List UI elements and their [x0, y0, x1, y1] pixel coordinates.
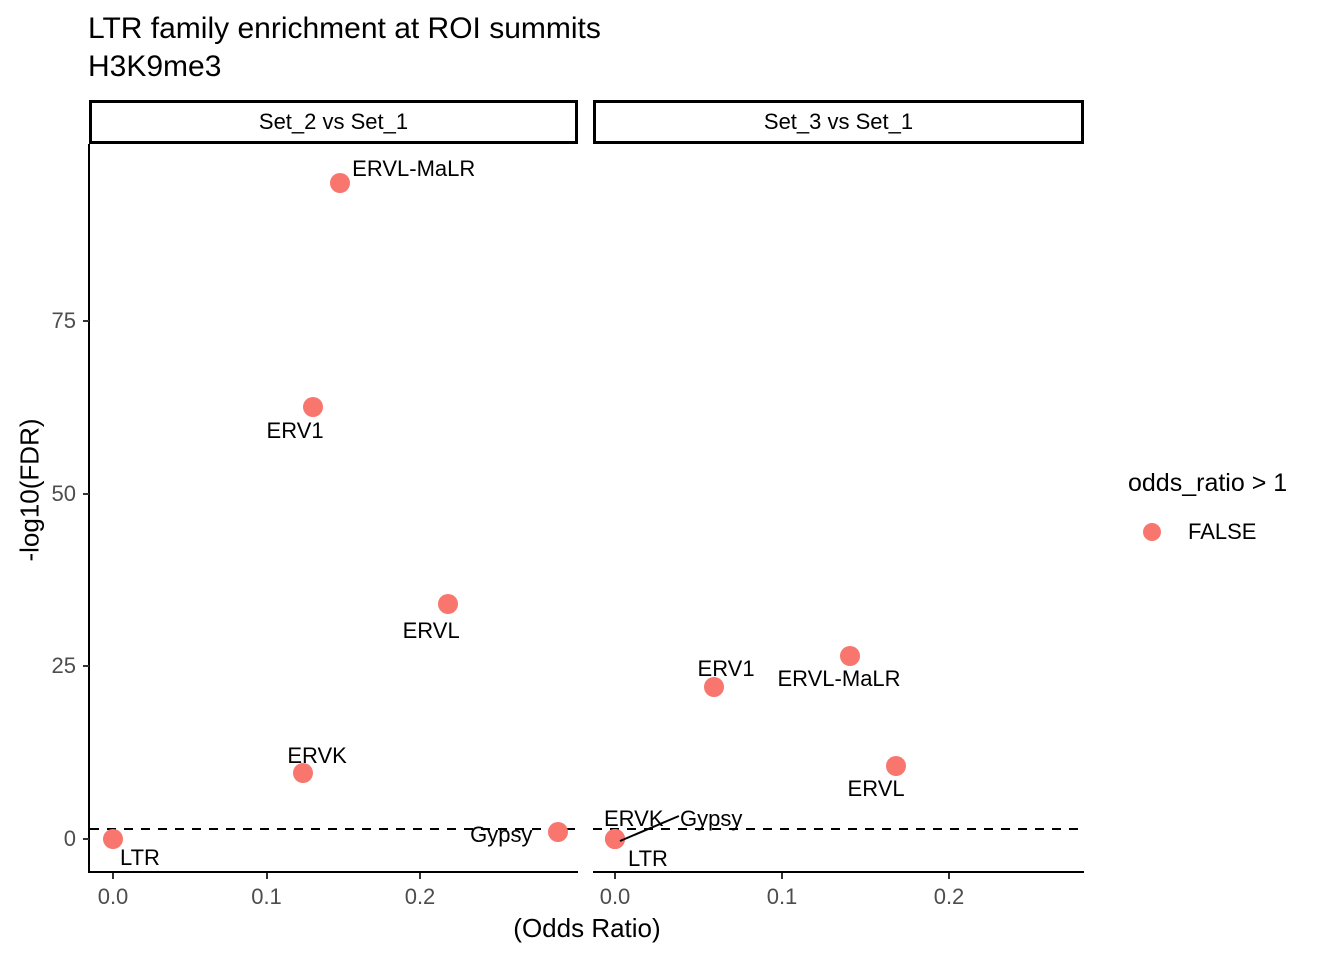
x-axis-tick-label: 0.1 [766, 884, 798, 909]
data-point-gypsy [548, 822, 569, 843]
legend-title: odds_ratio > 1 [1128, 469, 1288, 497]
data-point-erv1 [302, 397, 323, 418]
data-point-ervl-malr [330, 172, 351, 193]
x-axis-tick-label: 0.2 [404, 884, 436, 909]
data-point-erv1 [703, 676, 724, 697]
x-axis-tick-label: 0.2 [933, 884, 965, 909]
point-label-ltr: LTR [628, 846, 668, 871]
threshold-dashed-line-left-panel [90, 828, 578, 830]
plot-title: LTR family enrichment at ROI summits [88, 12, 601, 45]
point-label-ervl: ERVL [847, 776, 905, 802]
data-point-ltr [605, 829, 625, 849]
x-axis-line-left-panel [88, 871, 578, 873]
legend-point-swatch-false [1143, 523, 1161, 541]
y-axis-tick [83, 319, 89, 322]
data-point-ervl [437, 594, 458, 615]
threshold-dashed-line-right-panel [593, 828, 1084, 830]
y-axis-title: -log10(FDR) [14, 418, 45, 562]
y-axis-tick [83, 838, 89, 840]
x-axis-tick [781, 873, 783, 879]
y-axis-tick [83, 665, 89, 668]
legend-label-false: FALSE [1188, 519, 1257, 544]
y-axis-tick-label: 0 [63, 826, 76, 851]
x-axis-tick [112, 873, 114, 879]
y-axis-tick-label: 50 [51, 480, 76, 506]
x-axis-line-right-panel [593, 871, 1084, 873]
point-label-ervk: ERVK [287, 743, 347, 769]
x-axis-tick-label: 0.0 [97, 884, 129, 909]
y-axis-tick [83, 492, 89, 495]
facet-strip-label: Set_3 vs Set_1 [763, 109, 914, 134]
data-point-ltr [103, 829, 123, 849]
data-point-ervl-malr [840, 645, 861, 666]
point-label-ervl-malr: ERVL-MaLR [352, 155, 476, 181]
facet-strip-set2-vs-set1: Set_2 vs Set_1 [89, 100, 578, 144]
x-axis-tick [419, 873, 421, 879]
x-axis-tick-label: 0.1 [251, 884, 282, 909]
x-axis-tick [614, 873, 616, 879]
facet-strip-label: Set_2 vs Set_1 [258, 109, 409, 134]
facet-strip-set3-vs-set1: Set_3 vs Set_1 [593, 100, 1084, 144]
point-label-gypsy: Gypsy [470, 822, 533, 848]
y-axis-line [88, 144, 90, 873]
y-axis-tick-label: 25 [51, 653, 76, 679]
data-point-ervk [293, 763, 314, 784]
y-axis-tick-label: 75 [51, 307, 76, 333]
point-label-ltr: LTR [120, 845, 160, 870]
point-label-erv1: ERV1 [697, 655, 755, 681]
point-label-ervl: ERVL [402, 618, 460, 644]
x-axis-tick [265, 873, 268, 879]
point-label-gypsy: Gypsy [680, 806, 743, 831]
x-axis-title: (Odds Ratio) [513, 913, 661, 943]
x-axis-tick [948, 873, 950, 879]
plot-subtitle: H3K9me3 [88, 50, 222, 83]
data-point-ervl [885, 756, 906, 777]
x-axis-tick-label: 0.0 [599, 884, 631, 909]
point-label-erv1: ERV1 [266, 418, 324, 444]
point-label-ervl-malr: ERVL-MaLR [777, 665, 901, 691]
